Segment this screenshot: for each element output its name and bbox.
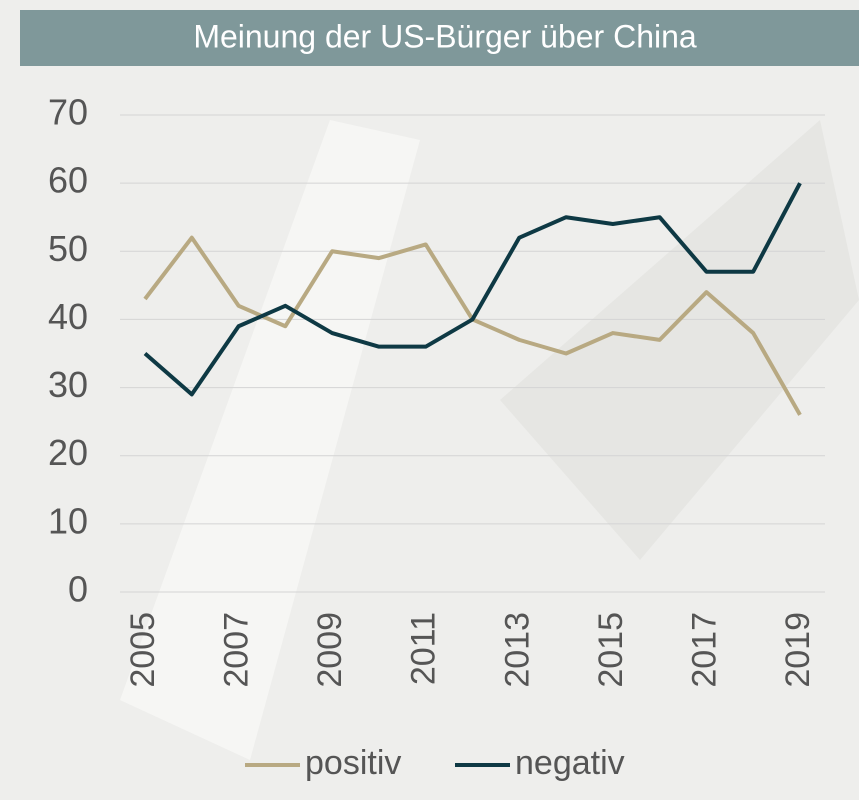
y-tick-label: 30 bbox=[48, 364, 88, 405]
y-tick-label: 60 bbox=[48, 160, 88, 201]
x-tick-label: 2017 bbox=[685, 612, 723, 688]
line-series bbox=[143, 182, 802, 397]
legend-label: positiv bbox=[305, 744, 401, 782]
y-tick-label: 20 bbox=[48, 432, 88, 473]
legend-label: negativ bbox=[515, 744, 625, 782]
y-tick-label: 10 bbox=[48, 500, 88, 541]
y-tick-label: 70 bbox=[48, 92, 88, 133]
x-tick-label: 2019 bbox=[779, 612, 817, 688]
chart-title: Meinung der US-Bürger über China bbox=[193, 18, 697, 54]
y-tick-label: 40 bbox=[48, 296, 88, 337]
background-shape bbox=[120, 120, 420, 760]
x-tick-label: 2005 bbox=[124, 612, 162, 688]
title-bar bbox=[20, 10, 859, 66]
x-tick-label: 2013 bbox=[498, 612, 536, 688]
x-tick-label: 2009 bbox=[311, 612, 349, 688]
x-tick-label: 2007 bbox=[218, 612, 256, 688]
x-tick-label: 2015 bbox=[592, 612, 630, 688]
x-tick-label: 2011 bbox=[405, 612, 443, 685]
y-tick-label: 0 bbox=[68, 569, 88, 610]
y-tick-label: 50 bbox=[48, 228, 88, 269]
background-shape bbox=[500, 120, 859, 560]
